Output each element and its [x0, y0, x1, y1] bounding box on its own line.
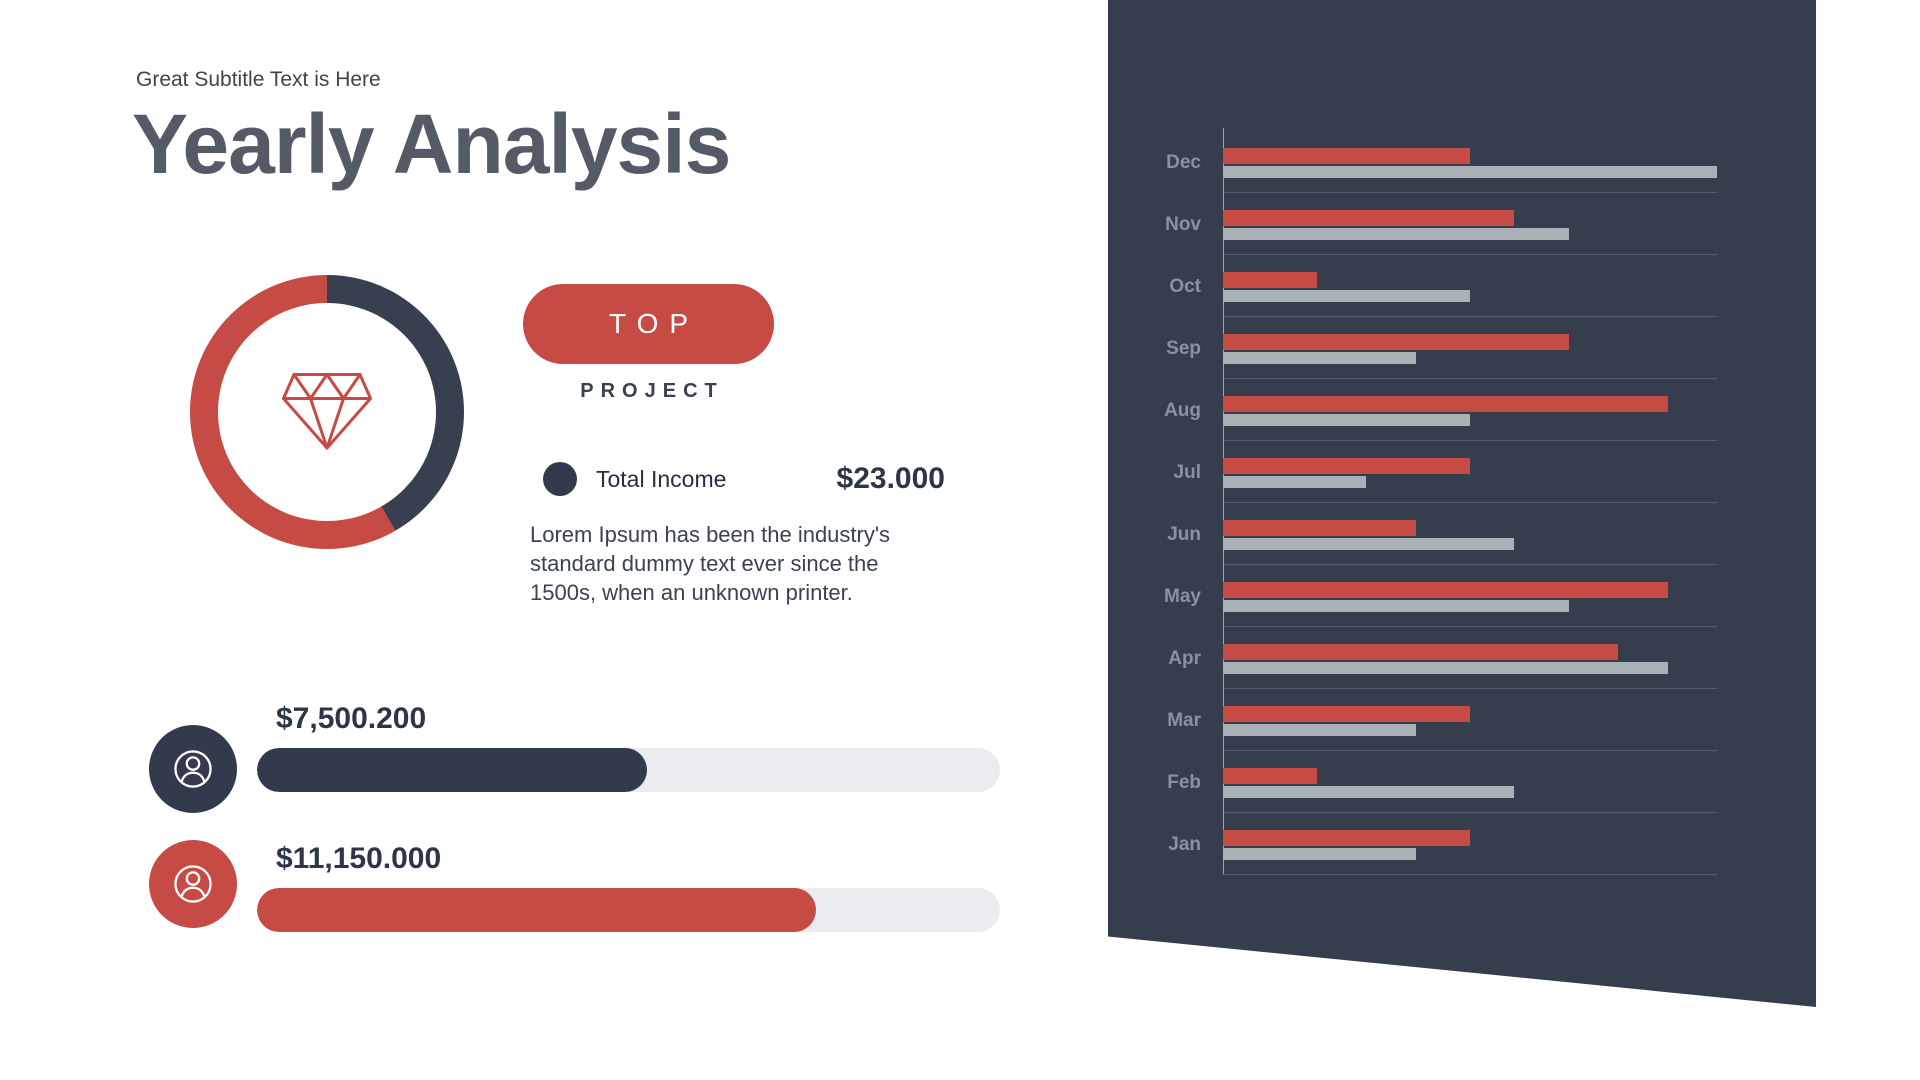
red-bar [1223, 334, 1569, 350]
gray-bar [1223, 290, 1470, 302]
progress-track [257, 888, 1000, 932]
progress-group-1: $7,500.200 [149, 700, 1000, 813]
gridline [1223, 378, 1717, 379]
gray-bar [1223, 538, 1515, 550]
month-label: May [1164, 586, 1201, 607]
chart-row: Feb [1108, 768, 1717, 830]
progress-group-2: $11,150.000 [149, 840, 1000, 940]
gridline [1223, 874, 1717, 875]
month-label: Mar [1167, 710, 1201, 731]
month-label: Sep [1166, 338, 1201, 359]
chart-row: Dec [1108, 148, 1717, 210]
gridline [1223, 626, 1717, 627]
red-bar [1223, 396, 1668, 412]
red-bar [1223, 272, 1317, 288]
red-bar [1223, 210, 1515, 226]
red-bar [1223, 706, 1470, 722]
gray-bar [1223, 476, 1367, 488]
total-income-value: $23.000 [836, 462, 945, 495]
donut-chart [190, 275, 464, 549]
month-label: Nov [1165, 214, 1201, 235]
chart-row: Jun [1108, 520, 1717, 582]
chart-row: Mar [1108, 706, 1717, 768]
gray-bar [1223, 414, 1470, 426]
month-label: Jul [1173, 462, 1201, 483]
bar-chart: Dec Nov Oct Sep Aug Jul Jun May Apr Mar Feb Jan [1108, 148, 1717, 892]
bar-group [1223, 396, 1717, 458]
bar-group [1223, 272, 1717, 334]
gray-bar [1223, 662, 1668, 674]
gridline [1223, 688, 1717, 689]
chart-row: May [1108, 582, 1717, 644]
bar-group [1223, 706, 1717, 768]
bar-group [1223, 148, 1717, 210]
description-text: Lorem Ipsum has been the industry's stan… [530, 522, 891, 606]
red-bar [1223, 644, 1619, 660]
bar-group [1223, 582, 1717, 644]
progress-label: $11,150.000 [276, 842, 442, 875]
gridline [1223, 192, 1717, 193]
month-label: Jan [1168, 834, 1201, 855]
gridline [1223, 316, 1717, 317]
gray-bar [1223, 228, 1569, 240]
chart-row: Oct [1108, 272, 1717, 334]
bar-group [1223, 830, 1717, 892]
red-bar [1223, 830, 1470, 846]
chart-panel: Dec Nov Oct Sep Aug Jul Jun May Apr Mar Feb Jan [1108, 0, 1816, 1007]
progress-track [257, 748, 1000, 792]
gray-bar [1223, 848, 1416, 860]
red-bar [1223, 520, 1416, 536]
bar-group [1223, 520, 1717, 582]
gridline [1223, 502, 1717, 503]
gray-bar [1223, 600, 1569, 612]
gray-bar [1223, 724, 1416, 736]
chart-row: Apr [1108, 644, 1717, 706]
top-badge-label: TOP [608, 308, 700, 339]
month-label: Feb [1167, 772, 1201, 793]
progress-fill [257, 888, 817, 932]
bar-group [1223, 768, 1717, 830]
chart-row: Nov [1108, 210, 1717, 272]
bar-group [1223, 644, 1717, 706]
red-bar [1223, 458, 1470, 474]
donut-inner [218, 303, 436, 521]
chart-row: Jan [1108, 830, 1717, 892]
chart-row: Jul [1108, 458, 1717, 520]
slide-subtitle: Great Subtitle Text is Here [136, 68, 381, 91]
month-label: Jun [1167, 524, 1201, 545]
gridline [1223, 812, 1717, 813]
bar-group [1223, 210, 1717, 272]
gray-bar [1223, 352, 1416, 364]
gridline [1223, 564, 1717, 565]
bullet-dot-icon [543, 462, 577, 496]
gridline [1223, 254, 1717, 255]
month-label: Apr [1168, 648, 1201, 669]
red-bar [1223, 768, 1317, 784]
top-badge[interactable]: TOP [523, 284, 774, 364]
chart-row: Aug [1108, 396, 1717, 458]
red-bar [1223, 148, 1470, 164]
month-label: Aug [1164, 400, 1201, 421]
progress-fill [257, 748, 648, 792]
total-income-row: Total Income $23.000 [543, 460, 945, 498]
gridline [1223, 440, 1717, 441]
page-title: Yearly Analysis [132, 97, 731, 191]
month-label: Oct [1169, 276, 1201, 297]
bar-group [1223, 334, 1717, 396]
red-bar [1223, 582, 1668, 598]
gridline [1223, 750, 1717, 751]
bar-group [1223, 458, 1717, 520]
gem-icon [282, 373, 372, 450]
month-label: Dec [1166, 152, 1201, 173]
progress-label: $7,500.200 [276, 702, 427, 735]
gray-bar [1223, 786, 1515, 798]
total-income-label: Total Income [596, 465, 727, 492]
project-caption: PROJECT [580, 380, 724, 402]
person-icon [149, 725, 237, 813]
chart-row: Sep [1108, 334, 1717, 396]
person-icon [149, 840, 237, 928]
chart-axis-line [1223, 128, 1224, 874]
gray-bar [1223, 166, 1717, 178]
